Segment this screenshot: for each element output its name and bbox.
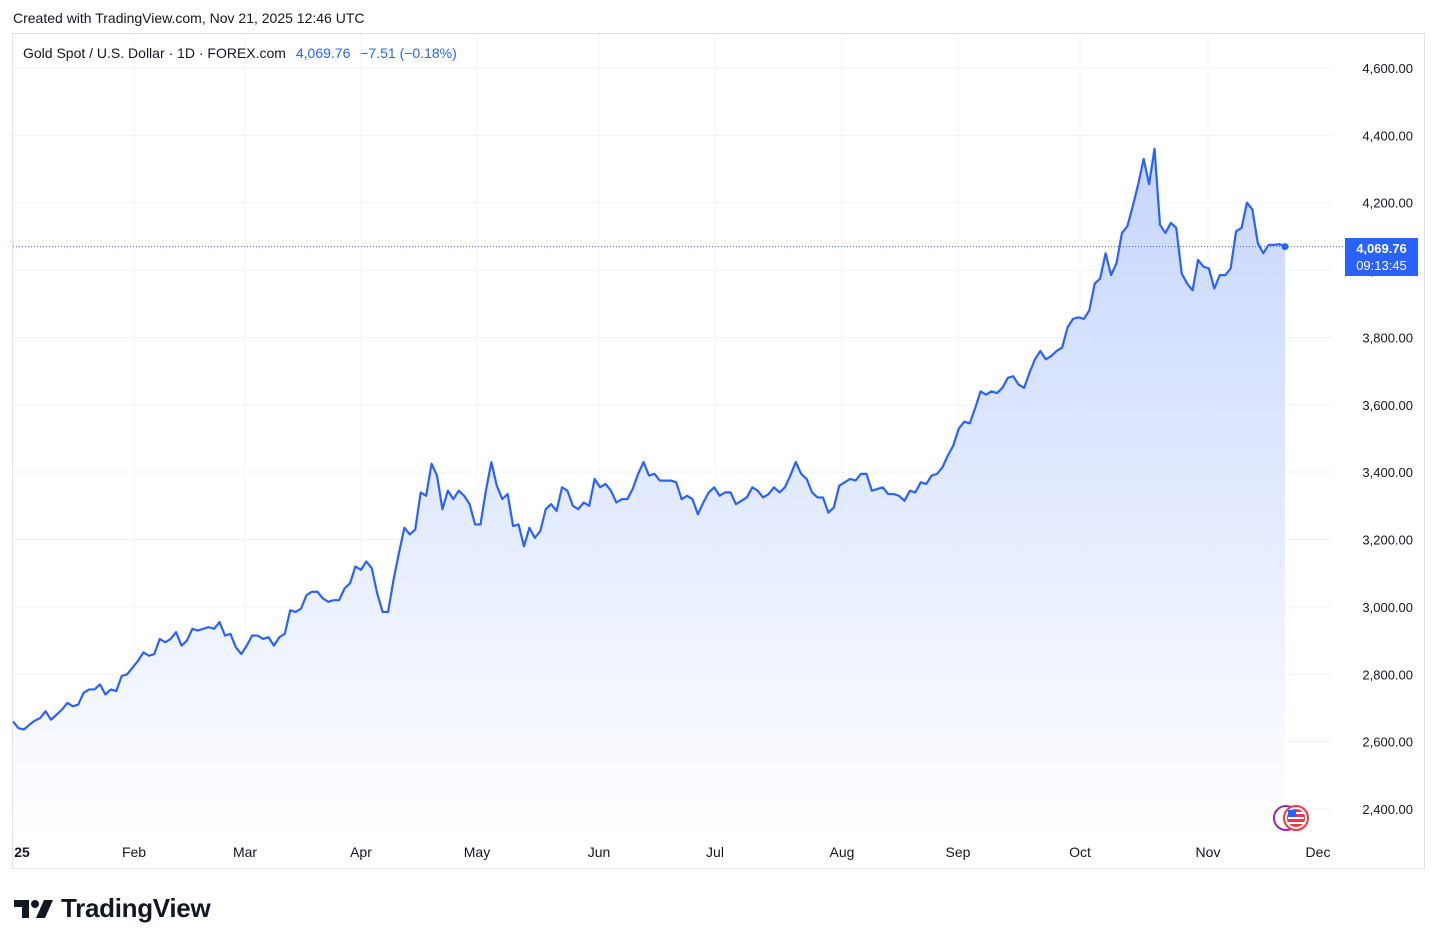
- us-flag-icon[interactable]: [1272, 804, 1316, 832]
- legend-symbol: Gold Spot / U.S. Dollar · 1D · FOREX.com: [23, 45, 286, 61]
- y-tick-label: 2,600.00: [1362, 735, 1413, 750]
- badge-countdown: 09:13:45: [1356, 258, 1407, 273]
- tradingview-logo-icon: [14, 899, 53, 918]
- x-tick-label: Nov: [1196, 844, 1221, 860]
- brand-name: TradingView: [61, 893, 211, 923]
- legend-change: −7.51 (−0.18%): [360, 45, 457, 61]
- chart-frame: [12, 33, 1425, 869]
- badge-price: 4,069.76: [1356, 241, 1407, 256]
- price-axis[interactable]: 2,400.00 2,600.00 2,800.00 3,000.00 3,200.00…: [1362, 61, 1413, 817]
- x-tick-label: May: [464, 844, 490, 860]
- y-tick-label: 4,400.00: [1362, 128, 1413, 143]
- x-tick-label: Mar: [233, 844, 257, 860]
- chart-legend: Gold Spot / U.S. Dollar · 1D · FOREX.com…: [23, 45, 457, 61]
- x-tick-label: Jun: [588, 844, 611, 860]
- x-tick-label: Oct: [1069, 844, 1091, 860]
- x-tick-label: Sep: [946, 844, 971, 860]
- chart-credit: Created with TradingView.com, Nov 21, 20…: [13, 10, 365, 26]
- price-line: [12, 147, 1286, 731]
- y-tick-label: 4,200.00: [1362, 196, 1413, 211]
- y-tick-label: 3,800.00: [1362, 330, 1413, 345]
- tradingview-brand[interactable]: TradingView: [14, 893, 211, 924]
- last-price-dot: [1281, 243, 1289, 251]
- y-tick-label: 2,400.00: [1362, 802, 1413, 817]
- x-tick-label: 25: [14, 844, 30, 860]
- y-tick-label: 3,400.00: [1362, 465, 1413, 480]
- x-tick-label: Jul: [706, 844, 724, 860]
- x-tick-label: Aug: [830, 844, 855, 860]
- y-tick-label: 3,000.00: [1362, 600, 1413, 615]
- legend-last-price: 4,069.76: [295, 45, 351, 61]
- x-tick-label: Apr: [350, 844, 372, 860]
- last-price-badge: 4,069.76 09:13:45: [1345, 238, 1418, 276]
- y-tick-label: 2,800.00: [1362, 667, 1413, 682]
- y-tick-label: 3,600.00: [1362, 398, 1413, 413]
- y-tick-label: 3,200.00: [1362, 533, 1413, 548]
- time-axis[interactable]: 25 Feb Mar Apr May Jun Jul Aug Sep Oct Nov Dec: [14, 844, 1330, 860]
- y-tick-label: 4,600.00: [1362, 61, 1413, 76]
- x-tick-label: Feb: [122, 844, 146, 860]
- price-area-fill: [13, 148, 1285, 836]
- x-tick-label: Dec: [1306, 844, 1331, 860]
